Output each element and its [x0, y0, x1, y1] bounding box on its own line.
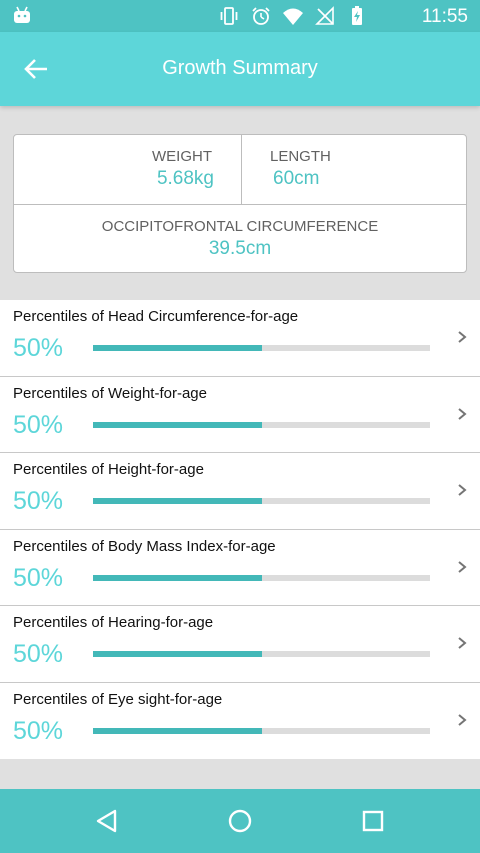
percentile-bar-fill	[93, 727, 262, 734]
length-value: 60cm	[273, 168, 320, 189]
percentile-bar-fill	[93, 574, 262, 581]
percentile-bar	[93, 421, 430, 428]
app-bar: Growth Summary	[0, 32, 480, 106]
weight-label: WEIGHT	[152, 148, 212, 165]
alarm-icon	[252, 7, 270, 25]
percentile-value: 50%	[13, 410, 64, 439]
percentile-bar	[93, 727, 430, 734]
percentile-bar	[93, 574, 430, 581]
ofc-label: OCCIPITOFRONTAL CIRCUMFERENCE	[101, 218, 379, 235]
page-title: Growth Summary	[162, 57, 318, 79]
percentile-row-height[interactable]: Percentiles of Height-for-age 50%	[0, 453, 480, 530]
percentile-row-eyesight[interactable]: Percentiles of Eye sight-for-age 50%	[0, 683, 480, 760]
chevron-right-icon	[458, 637, 467, 649]
percentile-row-weight[interactable]: Percentiles of Weight-for-age 50%	[0, 377, 480, 453]
chevron-right-icon	[458, 713, 467, 726]
percentile-value: 50%	[13, 563, 64, 592]
measurement-summary-card: WEIGHT 5.68kg LENGTH 60cm OCCIPITOFRONTA…	[13, 134, 467, 273]
ofc-value: 39.5cm	[208, 238, 272, 259]
percentile-row-bmi[interactable]: Percentiles of Body Mass Index-for-age 5…	[0, 530, 480, 606]
percentile-value: 50%	[13, 487, 64, 515]
percentile-bar-fill	[93, 651, 262, 657]
percentile-bar-fill	[93, 345, 262, 351]
wifi-icon	[283, 8, 303, 25]
percentile-bar-fill	[93, 498, 262, 504]
percentile-row-hearing[interactable]: Percentiles of Hearing-for-age 50%	[0, 606, 480, 683]
percentile-bar	[93, 345, 430, 351]
summary-vertical-divider	[241, 135, 242, 204]
length-label: LENGTH	[270, 148, 331, 165]
summary-horizontal-divider	[14, 204, 466, 205]
no-signal-icon	[315, 6, 334, 25]
percentile-value: 50%	[13, 640, 64, 668]
percentile-value: 50%	[13, 334, 64, 362]
status-time: 11:55	[421, 6, 468, 27]
chevron-right-icon	[458, 407, 467, 420]
system-navigation-bar	[0, 789, 480, 853]
percentile-title: Percentiles of Height-for-age	[13, 461, 204, 478]
percentile-value: 50%	[13, 716, 64, 745]
battery-charging-icon	[352, 6, 362, 25]
weight-value: 5.68kg	[156, 168, 214, 189]
percentile-title: Percentiles of Hearing-for-age	[13, 614, 214, 631]
chevron-right-icon	[458, 560, 467, 573]
percentile-bar	[93, 651, 430, 657]
percentile-row-head-circumference[interactable]: Percentiles of Head Circumference-for-ag…	[0, 300, 480, 377]
percentile-list: Percentiles of Head Circumference-for-ag…	[0, 300, 480, 759]
percentile-bar	[93, 498, 430, 504]
status-bar: 11:55	[0, 0, 480, 32]
percentile-bar-fill	[93, 421, 262, 428]
percentile-title: Percentiles of Weight-for-age	[13, 384, 207, 402]
percentile-title: Percentiles of Head Circumference-for-ag…	[13, 308, 299, 325]
back-triangle-icon[interactable]	[93, 807, 121, 835]
back-arrow-icon[interactable]	[22, 56, 50, 82]
percentile-title: Percentiles of Body Mass Index-for-age	[13, 537, 276, 555]
recents-square-icon[interactable]	[359, 807, 387, 835]
android-icon	[14, 6, 30, 23]
chevron-right-icon	[458, 331, 467, 343]
vibrate-icon	[220, 7, 238, 25]
home-circle-icon[interactable]	[226, 807, 254, 835]
chevron-right-icon	[458, 484, 467, 496]
percentile-title: Percentiles of Eye sight-for-age	[13, 690, 223, 708]
